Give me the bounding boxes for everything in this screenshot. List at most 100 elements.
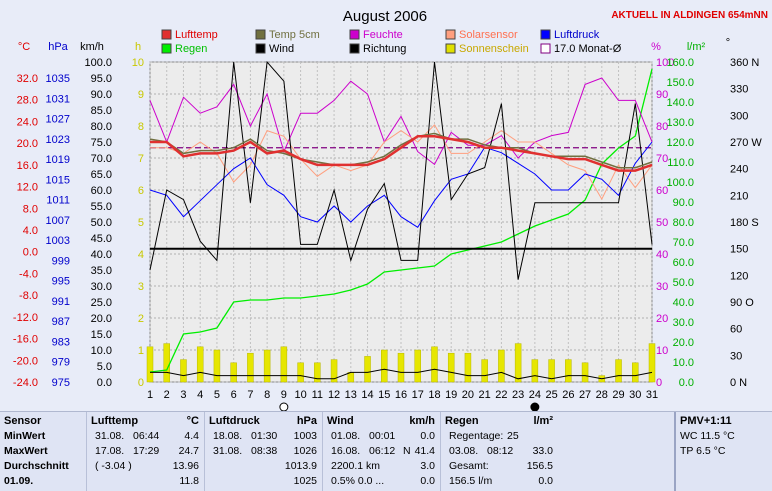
sunshine-bar <box>514 343 522 383</box>
regen-max-time: 08:12 <box>487 445 514 457</box>
legend-label: Richtung <box>363 43 406 55</box>
sun-tick-label: 8 <box>138 121 144 133</box>
sunshine-bar <box>314 362 321 383</box>
humidity-tick-label: 80 <box>656 121 668 133</box>
legend-label: Lufttemp <box>175 29 218 41</box>
sunshine-bar <box>196 346 204 383</box>
wind-tick-label: 85.0 <box>91 105 112 117</box>
humidity-unit-label: % <box>651 41 661 53</box>
day-tick-label: 2 <box>164 389 170 401</box>
wind-max-date: 16.08. <box>331 445 361 457</box>
wind-tick-label: 35.0 <box>91 265 112 277</box>
sunshine-bar <box>230 362 237 383</box>
summary-wind-column: Wind km/h 01.08. 00:01 0.0 16.08. 06:12 N 41.4… <box>322 412 441 491</box>
sunshine-bar <box>364 356 371 383</box>
row-label-avg: Durchschnitt <box>4 460 69 472</box>
sunshine-bar <box>648 343 656 383</box>
temp-tick-label: 4.0 <box>23 225 38 237</box>
sunshine-bar <box>297 362 304 383</box>
sunshine-bar <box>280 346 288 383</box>
pressure-tick-label: 987 <box>52 316 70 328</box>
day-tick-label: 14 <box>361 389 373 401</box>
sunshine-bar <box>247 352 254 383</box>
direction-tick-label: 120 <box>730 270 748 282</box>
day-tick-label: 12 <box>328 389 340 401</box>
rain-tick-label: 50.0 <box>673 277 694 289</box>
lufttemp-max-date: 17.08. <box>95 445 125 457</box>
humidity-tick-label: 20 <box>656 313 668 325</box>
sun-unit-label: h <box>135 41 141 53</box>
legend-label: Sonnenschein <box>459 43 529 55</box>
rain-tick-label: 40.0 <box>673 297 694 309</box>
sunshine-bar <box>180 359 187 383</box>
sunshine-bar <box>347 372 355 383</box>
wind-tick-label: 70.0 <box>91 153 112 165</box>
direction-tick-label: 300 <box>730 110 748 122</box>
direction-tick-label: 240 <box>730 164 748 176</box>
sunshine-bar <box>531 359 539 383</box>
pressure-line <box>149 141 653 228</box>
day-tick-label: 8 <box>264 389 270 401</box>
regen-days-label: Regentage: <box>449 430 504 442</box>
legend-label: 17.0 Monat-Ø <box>554 43 622 55</box>
temp-tick-label: -16.0 <box>13 334 38 346</box>
sunshine-bar <box>163 343 170 383</box>
luftdruck-min-date: 18.08. <box>213 430 243 442</box>
temp-tick-label: 28.0 <box>17 95 38 107</box>
summary-sensor-column: Sensor MinWert MaxWert Durchschnitt 01.0… <box>0 412 86 491</box>
pressure-tick-label: 1023 <box>46 134 70 146</box>
day-tick-label: 9 <box>281 389 287 401</box>
wind-line <box>149 60 653 280</box>
humidity-tick-label: 70 <box>656 153 668 165</box>
pressure-tick-label: 979 <box>52 357 70 369</box>
sunshine-bar <box>498 349 505 383</box>
wind-tick-label: 10.0 <box>91 345 112 357</box>
rain-tick-label: 160.0 <box>666 57 694 69</box>
sunshine-bar <box>213 349 221 383</box>
legend-label: Wind <box>269 43 294 55</box>
day-tick-label: 31 <box>646 389 658 401</box>
summary-luftdruck-column: Luftdruck hPa 18.08. 01:30 1003 31.08. 08:38… <box>204 412 323 491</box>
rain-tick-label: 30.0 <box>673 317 694 329</box>
sunshine-bar <box>447 352 455 383</box>
day-tick-label: 22 <box>495 389 507 401</box>
summary-table: Sensor MinWert MaxWert Durchschnitt 01.0… <box>0 411 772 491</box>
legend-label: Feuchte <box>363 29 403 41</box>
sunshine-bar <box>397 352 405 383</box>
sun-tick-label: 10 <box>132 57 144 69</box>
lufttemp-min-date: 31.08. <box>95 430 125 442</box>
luftdruck-max-time: 08:38 <box>251 445 278 457</box>
sunshine-bar <box>431 346 438 383</box>
sun-tick-label: 1 <box>138 345 144 357</box>
rain-tick-label: 90.0 <box>673 197 694 209</box>
day-tick-label: 7 <box>247 389 253 401</box>
temp5cm-line <box>149 132 653 169</box>
wind-tick-label: 65.0 <box>91 169 112 181</box>
temp-tick-label: 20.0 <box>17 138 38 150</box>
wind-tick-label: 0.0 <box>97 377 112 389</box>
temp-tick-label: 24.0 <box>17 116 38 128</box>
solar-line <box>150 124 653 201</box>
wind-avg-note: 2200.1 km <box>331 460 381 472</box>
day-tick-label: 13 <box>345 389 357 401</box>
day-tick-label: 17 <box>412 389 424 401</box>
summary-lufttemp-column: Lufttemp °C 31.08. 06:44 4.4 17.08. 17:29 24.… <box>86 412 205 491</box>
wind-max-line <box>150 368 653 380</box>
rain-tick-label: 0.0 <box>679 377 694 389</box>
temp-tick-label: 16.0 <box>17 160 38 172</box>
pressure-tick-label: 1019 <box>46 154 70 166</box>
lufttemp-max-time: 17:29 <box>133 445 160 457</box>
rain-tick-label: 120.0 <box>666 137 694 149</box>
wind-avg-value: 3.0 <box>420 460 435 472</box>
sunshine-bar <box>632 362 639 383</box>
sun-tick-label: 2 <box>138 313 144 325</box>
temp-tick-label: -12.0 <box>13 312 38 324</box>
day-tick-label: 21 <box>479 389 491 401</box>
pressure-tick-label: 1035 <box>46 73 70 85</box>
pressure-tick-label: 975 <box>52 377 70 389</box>
rain-tick-label: 70.0 <box>673 237 694 249</box>
legend-swatch <box>540 29 551 40</box>
row-label-max: MaxWert <box>4 445 48 457</box>
wind-tick-label: 75.0 <box>91 137 112 149</box>
wind-unit-label: km/h <box>80 41 104 53</box>
